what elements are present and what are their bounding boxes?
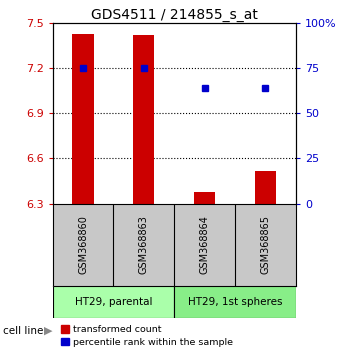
- Text: HT29, 1st spheres: HT29, 1st spheres: [188, 297, 282, 307]
- Bar: [255, 171, 276, 204]
- Bar: [53, 286, 174, 318]
- Text: GSM368860: GSM368860: [78, 216, 88, 274]
- Bar: [194, 192, 215, 204]
- Title: GDS4511 / 214855_s_at: GDS4511 / 214855_s_at: [91, 8, 258, 22]
- Text: HT29, parental: HT29, parental: [75, 297, 152, 307]
- Bar: [174, 286, 296, 318]
- Text: ▶: ▶: [44, 326, 53, 336]
- Legend: transformed count, percentile rank within the sample: transformed count, percentile rank withi…: [57, 321, 237, 351]
- Text: GSM368863: GSM368863: [139, 216, 149, 274]
- Text: GSM368864: GSM368864: [200, 216, 210, 274]
- Bar: [72, 34, 94, 204]
- Text: GSM368865: GSM368865: [260, 216, 270, 274]
- Bar: [133, 35, 154, 204]
- Text: cell line: cell line: [3, 326, 44, 336]
